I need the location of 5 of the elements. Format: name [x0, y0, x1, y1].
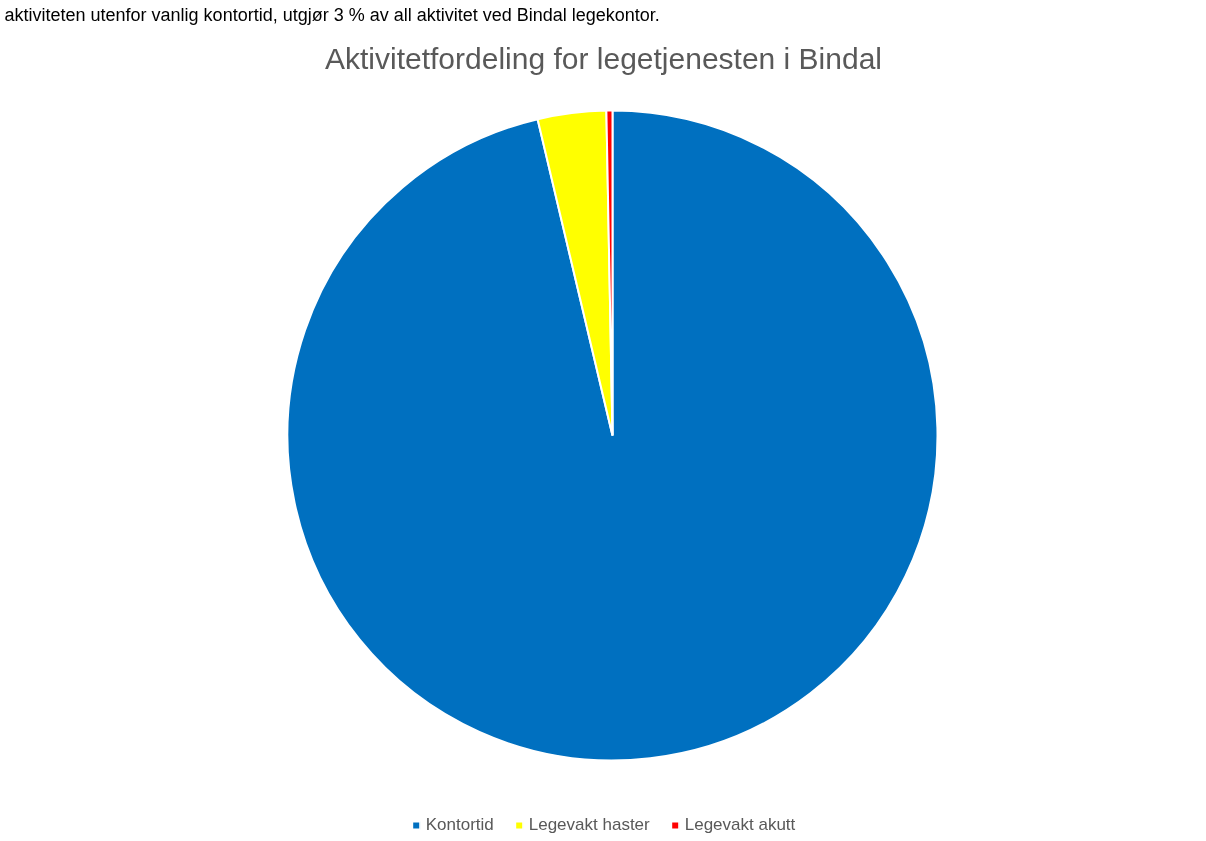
legend-label: Legevakt haster	[528, 815, 650, 835]
legend-label: Legevakt akutt	[684, 815, 796, 835]
text: aktiviteten utenfor vanlig kontortid, utgjør 3 % av all aktivitet ved Bindal legekontor.	[4, 4, 660, 25]
chart-title: Aktivitetfordeling for legetjenesten i Bindal	[325, 42, 882, 75]
legend-label: Kontortid	[425, 815, 494, 835]
